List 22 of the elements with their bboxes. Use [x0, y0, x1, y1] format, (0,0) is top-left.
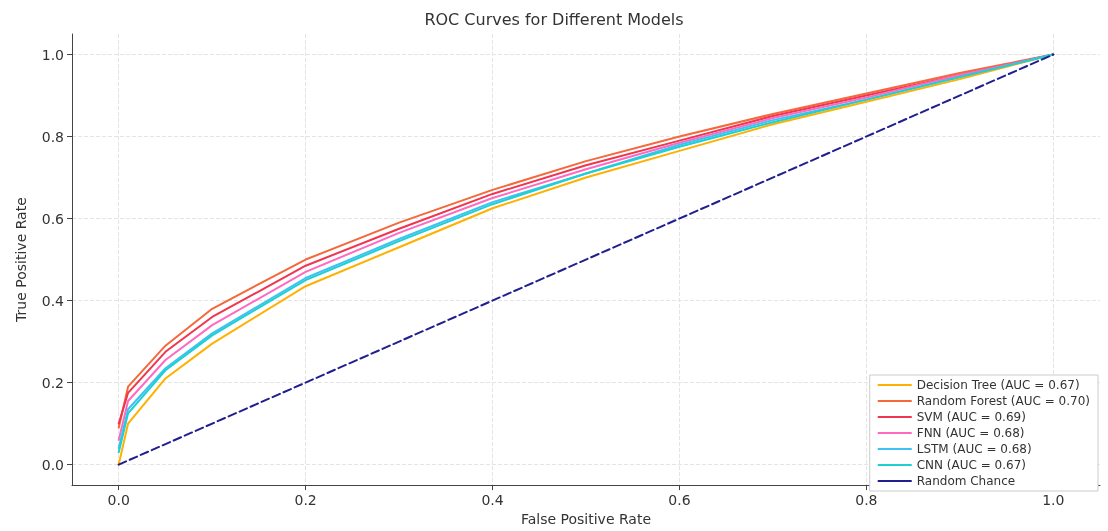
legend-label: SVM (AUC = 0.69)	[916, 410, 1026, 424]
legend-label: CNN (AUC = 0.67)	[916, 458, 1027, 472]
y-tick-label: 0.2	[41, 374, 64, 391]
legend-label: Decision Tree (AUC = 0.67)	[916, 378, 1080, 392]
legend-label: Random Chance	[916, 474, 1016, 488]
y-tick-label: 0.4	[41, 292, 65, 309]
x-tick-label: 0.4	[481, 492, 504, 509]
x-tick-label: 0.8	[855, 492, 878, 509]
chart-title: ROC Curves for Different Models	[424, 9, 684, 29]
x-tick-label: 0.0	[107, 492, 130, 509]
legend-label: FNN (AUC = 0.68)	[916, 426, 1025, 440]
y-tick-label: 0.8	[41, 128, 64, 145]
x-tick-label: 1.0	[1042, 492, 1065, 509]
y-tick-label: 1.0	[41, 46, 64, 63]
y-axis-title: True Positive Rate	[13, 197, 29, 323]
x-axis-title: False Positive Rate	[520, 511, 652, 527]
y-tick-label: 0.6	[41, 210, 65, 227]
legend-label: LSTM (AUC = 0.68)	[916, 442, 1032, 456]
y-tick-label: 0.0	[41, 456, 64, 473]
x-tick-label: 0.2	[294, 492, 317, 509]
x-tick-label: 0.6	[668, 492, 691, 509]
legend-label: Random Forest (AUC = 0.70)	[916, 394, 1091, 408]
